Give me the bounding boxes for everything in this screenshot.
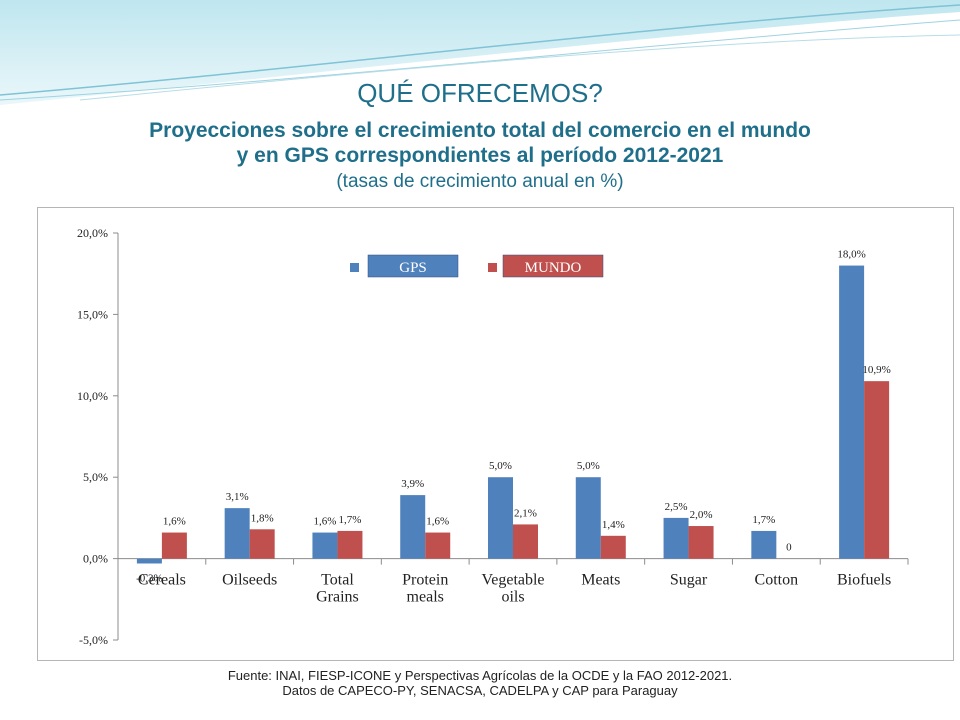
category-label-line: meals [407,589,444,606]
data-label: 1,4% [602,519,625,531]
y-tick-label: 20,0% [77,226,108,240]
subtitle-line-2: y en GPS correspondientes al período 201… [236,144,724,167]
legend-label-mundo: MUNDO [525,260,582,276]
data-label: 1,7% [338,514,361,526]
bar-mundo [513,524,538,559]
category-label: Total Grains [316,572,359,606]
category-label-line: Oilseeds [222,572,277,589]
category-label-line: Cereals [138,572,186,589]
category-label: Cotton [755,572,799,589]
bar-gps [224,508,250,559]
legend-box-gps [367,254,459,278]
legend-label-gps: GPS [399,260,427,276]
y-tick-label: -5,0% [79,633,108,647]
bar-gps [400,495,426,559]
category-label: Biofuels [837,572,891,589]
subtitle-line-1: Proyecciones sobre el crecimiento total … [149,119,811,142]
category-label-line: Cotton [755,572,799,589]
bar-mundo [425,532,451,559]
bar-gps [839,265,865,559]
slide-title: QUÉ OFRECEMOS? [357,78,603,108]
category-label-line: Protein [402,572,448,589]
legend-marker-gps [350,263,359,272]
data-label: 0 [786,542,792,554]
bar-gps [751,530,777,559]
category-label: Meats [581,572,620,589]
units-note: (tasas de crecimiento anual en %) [336,171,624,192]
data-label: -0,3% [136,572,163,584]
data-label: 1,6% [163,516,186,528]
data-label: 2,1% [514,507,537,519]
bar-gps [136,558,162,564]
category-label-line: Biofuels [837,572,891,589]
y-tick-label: 10,0% [77,389,108,403]
bar-mundo [249,529,275,559]
chart-frame: -5,0% 0,0% 5,0% 10,0% 15,0% 20,0% -0,3% 1,6% Cer… [37,207,954,661]
source-line-1: Fuente: INAI, FIESP-ICONE y Perspectivas… [227,668,733,683]
category-label: Vegetable oils [481,572,544,606]
y-tick-label: 15,0% [77,307,108,321]
legend-marker-mundo [488,263,497,272]
data-label: 5,0% [489,460,512,472]
y-tick-label: 5,0% [83,470,108,484]
category-label-line: Grains [316,589,359,606]
bar-mundo [864,381,890,559]
bar-gps [312,532,338,559]
data-label: 1,6% [313,516,336,528]
data-label: 2,0% [690,509,713,521]
bar-mundo [688,526,714,559]
decorative-header-swoosh [0,0,960,105]
data-label: 1,8% [251,512,274,524]
source-note: Fuente: INAI, FIESP-ICONE y Perspectivas… [0,668,960,698]
data-label: 3,9% [401,478,424,490]
category-label: Cereals [138,572,186,589]
source-line-2: Datos de CAPECO-PY, SENACSA, CADELPA y C… [282,683,678,698]
data-label: 2,5% [665,501,688,513]
slide-subtitle: Proyecciones sobre el crecimiento total … [120,118,840,168]
data-label: 10,9% [862,364,890,376]
legend-box-mundo [502,254,604,278]
data-label: 3,1% [226,491,249,503]
category-label: Oilseeds [222,572,277,589]
category-label: Protein meals [402,572,448,606]
category-label: Sugar [670,572,708,589]
bar-mundo [600,535,626,559]
bar-gps [663,517,689,559]
bar-gps [488,477,513,559]
bar-gps [575,477,601,559]
category-label-line: oils [501,589,524,606]
data-label: 1,7% [752,514,775,526]
data-label: 5,0% [577,460,600,472]
bar-mundo [161,532,187,559]
bar-chart: -5,0% 0,0% 5,0% 10,0% 15,0% 20,0% -0,3% 1,6% Cer… [77,226,909,647]
data-label: 18,0% [837,249,865,261]
category-label-line: Meats [581,572,620,589]
category-label-line: Vegetable [481,572,544,589]
y-tick-label: 0,0% [83,552,108,566]
bar-mundo [337,530,363,559]
data-label: 1,6% [426,516,449,528]
category-label-line: Total [321,572,354,589]
category-label-line: Sugar [670,572,708,589]
